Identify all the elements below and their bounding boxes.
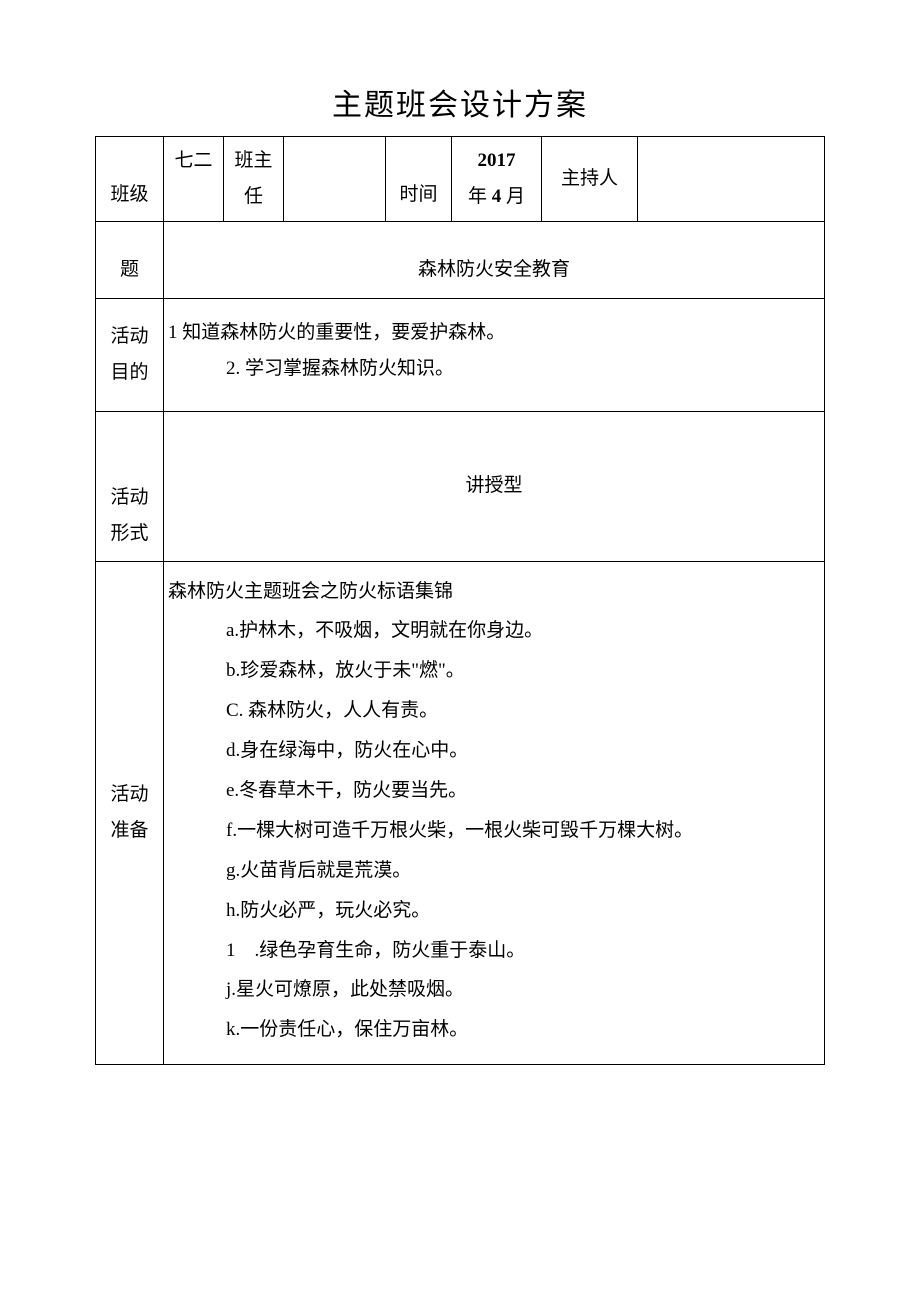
prep-item-k: k.一份责任心，保住万亩林。 <box>168 1010 816 1050</box>
purpose-label-1: 活动 <box>110 326 148 347</box>
prep-item-h: h.防火必严，玩火必究。 <box>168 891 816 931</box>
topic-value: 森林防火安全教育 <box>164 222 825 299</box>
class-value: 七二 <box>164 137 224 222</box>
prep-item-f: f.一棵大树可造千万根火柴，一根火柴可毁千万棵大树。 <box>168 811 816 851</box>
preparation-row: 活动 准备 森林防火主题班会之防火标语集锦 a.护林木，不吸烟，文明就在你身边。… <box>96 561 825 1065</box>
purpose-label-2: 目的 <box>110 362 148 383</box>
host-label: 主持人 <box>542 137 638 222</box>
prep-item-g: g.火苗背后就是荒漠。 <box>168 851 816 891</box>
class-label: 班级 <box>96 137 164 222</box>
topic-row: 题 森林防火安全教育 <box>96 222 825 299</box>
header-row: 班级 七二 班主任 时间 2017 年 4 月 主持人 <box>96 137 825 222</box>
purpose-content: 1 知道森林防火的重要性，要爱护森林。 2. 学习掌握森林防火知识。 <box>164 299 825 412</box>
prep-item-c: C. 森林防火，人人有责。 <box>168 691 816 731</box>
prep-item-b: b.珍爱森林，放火于未"燃"。 <box>168 651 816 691</box>
preparation-content: 森林防火主题班会之防火标语集锦 a.护林木，不吸烟，文明就在你身边。 b.珍爱森… <box>164 561 825 1065</box>
prep-item-e: e.冬春草木干，防火要当先。 <box>168 771 816 811</box>
teacher-label: 班主任 <box>224 137 284 222</box>
page-title: 主题班会设计方案 <box>95 80 825 124</box>
time-label: 时间 <box>386 137 452 222</box>
format-label-1: 活动 <box>110 487 148 508</box>
purpose-row: 活动 目的 1 知道森林防火的重要性，要爱护森林。 2. 学习掌握森林防火知识。 <box>96 299 825 412</box>
preparation-label: 活动 准备 <box>96 561 164 1065</box>
plan-table: 班级 七二 班主任 时间 2017 年 4 月 主持人 题 森林防火安全教育 活… <box>95 136 825 1065</box>
format-row: 活动 形式 讲授型 <box>96 412 825 561</box>
time-value: 2017 年 4 月 <box>452 137 542 222</box>
prep-item-d: d.身在绿海中，防火在心中。 <box>168 731 816 771</box>
host-value <box>638 137 825 222</box>
time-year: 2017 <box>478 150 516 171</box>
purpose-label: 活动 目的 <box>96 299 164 412</box>
format-label: 活动 形式 <box>96 412 164 561</box>
time-month: 年 4 月 <box>468 186 525 207</box>
prep-item-i: 1 .绿色孕育生命，防火重于泰山。 <box>168 931 816 971</box>
prep-label-2: 准备 <box>110 820 148 841</box>
format-label-2: 形式 <box>110 523 148 544</box>
prep-heading: 森林防火主题班会之防火标语集锦 <box>168 581 453 602</box>
purpose-line1: 1 知道森林防火的重要性，要爱护森林。 <box>168 322 505 343</box>
prep-item-a: a.护林木，不吸烟，文明就在你身边。 <box>168 611 816 651</box>
teacher-value <box>284 137 386 222</box>
topic-label: 题 <box>96 222 164 299</box>
purpose-line2: 2. 学习掌握森林防火知识。 <box>168 351 816 387</box>
prep-label-1: 活动 <box>110 784 148 805</box>
prep-item-j: j.星火可燎原，此处禁吸烟。 <box>168 970 816 1010</box>
format-value: 讲授型 <box>164 412 825 561</box>
